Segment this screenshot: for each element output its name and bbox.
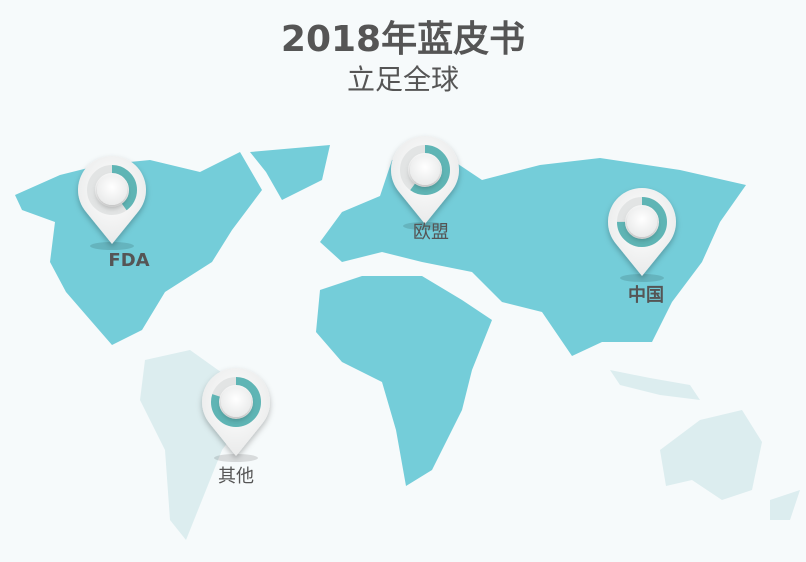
map-marker-china[interactable] xyxy=(608,187,676,282)
progress-ring-fill xyxy=(87,165,137,215)
map-marker-eu[interactable] xyxy=(390,135,459,230)
progress-ring-fill xyxy=(400,145,450,195)
pin-shadow xyxy=(620,274,664,282)
marker-label-other: 其他 xyxy=(218,466,254,487)
continent-north-america xyxy=(15,145,330,345)
page-subtitle: 立足全球 xyxy=(346,63,459,96)
pin-center xyxy=(410,155,440,185)
continent-oceania xyxy=(610,370,800,520)
progress-ring-fill xyxy=(617,197,667,247)
continent-africa xyxy=(316,276,492,486)
pin-shadow xyxy=(403,222,447,230)
pin-shadow xyxy=(214,454,258,462)
map-marker-fda[interactable] xyxy=(77,155,146,250)
pin-center xyxy=(97,175,127,205)
progress-ring-fill xyxy=(211,377,261,427)
page-title: 2018年蓝皮书 xyxy=(280,19,526,60)
marker-label-china: 中国 xyxy=(628,285,664,306)
pin-shadow xyxy=(90,242,134,250)
marker-label-eu: 欧盟 xyxy=(413,222,449,243)
pin-center xyxy=(221,387,251,417)
marker-label-fda: FDA xyxy=(108,250,150,271)
pin-center xyxy=(627,207,657,237)
map-marker-other[interactable] xyxy=(202,367,270,462)
